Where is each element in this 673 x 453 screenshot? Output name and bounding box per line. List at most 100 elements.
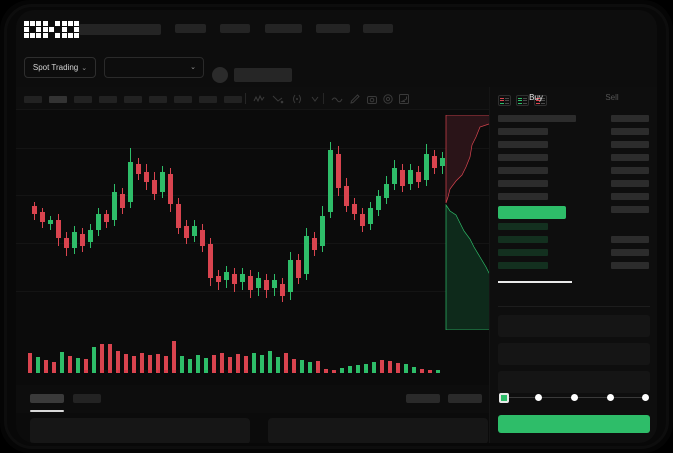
logo-pixel [68, 21, 73, 26]
orderbook-ask-row[interactable] [498, 141, 548, 148]
timeframe-button-0[interactable] [24, 96, 42, 103]
orderbook-ask-row[interactable] [498, 167, 548, 174]
candle-body [120, 194, 125, 208]
okx-logo-icon[interactable] [24, 21, 79, 38]
action-hide-others[interactable] [406, 394, 440, 403]
nav-trade[interactable] [265, 24, 302, 33]
toggle-line [505, 97, 510, 99]
orderbook-view-both[interactable] [498, 95, 511, 106]
volume-bar [116, 351, 120, 373]
pencil-icon[interactable] [349, 93, 361, 105]
timeframe-button-1[interactable] [49, 96, 67, 103]
toggle-line [523, 97, 528, 99]
zigzag-line-icon[interactable] [253, 93, 265, 105]
buy-submit-button[interactable] [498, 415, 650, 433]
candle-body [272, 280, 277, 288]
tab-open-orders[interactable] [30, 394, 64, 403]
wave-icon[interactable] [331, 93, 343, 105]
volume-bar [428, 370, 432, 373]
logo-pixel [24, 27, 29, 32]
slider-handle[interactable] [499, 393, 509, 403]
toggle-col [523, 96, 529, 105]
amount-percent-slider[interactable] [499, 393, 649, 403]
nav-earn[interactable] [316, 24, 350, 33]
volume-bar [316, 361, 320, 373]
candle-body [304, 236, 309, 274]
orderbook-view-asks[interactable] [534, 95, 547, 106]
chevron-down-icon: ⌄ [81, 64, 88, 72]
chevron-down-icon: ⌄ [190, 64, 196, 71]
candlestick-chart[interactable] [16, 110, 492, 330]
timeframe-button-3[interactable] [99, 96, 117, 103]
candle-body [80, 234, 85, 246]
top-header [16, 10, 657, 48]
logo-pixel [30, 21, 35, 26]
logo-pixel [68, 33, 73, 38]
brackets-icon[interactable] [291, 93, 303, 105]
nav-search[interactable] [79, 24, 161, 35]
orderbook-view-bids[interactable] [516, 95, 529, 106]
chevron-down-icon[interactable] [309, 93, 321, 105]
total-input[interactable] [498, 371, 650, 393]
timeframe-button-5[interactable] [149, 96, 167, 103]
market-type-selector[interactable]: Spot Trading ⌄ [24, 57, 96, 78]
nav-more[interactable] [363, 24, 393, 33]
action-cancel-all[interactable] [448, 394, 482, 403]
slider-stop[interactable] [607, 394, 614, 401]
chart-gridline [16, 291, 489, 292]
candle-body [376, 196, 381, 210]
candle-body [352, 204, 357, 214]
orders-tabbar [16, 385, 489, 413]
orderbook-ask-row[interactable] [498, 128, 548, 135]
timeframe-button-4[interactable] [124, 96, 142, 103]
nav-markets[interactable] [220, 24, 250, 33]
toggle-line [517, 100, 522, 101]
logo-pixel [55, 27, 60, 32]
orderbook-bid-row[interactable] [498, 236, 548, 243]
volume-bar [84, 359, 88, 373]
volume-bar [340, 368, 344, 373]
trend-line-icon[interactable] [272, 93, 284, 105]
candle-body [288, 260, 293, 292]
candle-body [48, 220, 53, 224]
orderbook-size-cell [611, 193, 649, 200]
orderbook-ask-row[interactable] [498, 154, 548, 161]
nav-buy-crypto[interactable] [175, 24, 206, 33]
toggle-line [517, 102, 522, 104]
candle-body [392, 168, 397, 184]
slider-stop[interactable] [642, 394, 649, 401]
tab-buy[interactable]: Buy [529, 93, 543, 102]
orderbook-bid-row[interactable] [498, 223, 548, 230]
orderbook-bid-row[interactable] [498, 249, 548, 256]
orderbook-size-cell [611, 180, 649, 187]
candle-body [432, 156, 437, 168]
timeframe-button-2[interactable] [74, 96, 92, 103]
amount-input[interactable] [498, 343, 650, 365]
candle-body [328, 150, 333, 212]
tab-sell[interactable]: Sell [605, 93, 619, 102]
price-input[interactable] [498, 315, 650, 337]
tab-order-history[interactable] [73, 394, 101, 403]
slider-stop[interactable] [571, 394, 578, 401]
logo-pixel [49, 27, 54, 32]
timeframe-button-7[interactable] [199, 96, 217, 103]
settings-gear-icon[interactable] [382, 93, 394, 105]
orderbook-ask-row[interactable] [498, 193, 548, 200]
volume-bar [396, 363, 400, 373]
volume-bar [420, 369, 424, 373]
orderbook-ask-row[interactable] [498, 180, 548, 187]
fullscreen-icon[interactable] [398, 93, 410, 105]
chart-gridline [16, 148, 489, 149]
orderbook-ask-row[interactable] [498, 115, 576, 122]
slider-stop[interactable] [535, 394, 542, 401]
orderbook-bid-row[interactable] [498, 262, 548, 269]
chart-gridline [16, 243, 489, 244]
volume-bar [404, 364, 408, 373]
timeframe-button-6[interactable] [174, 96, 192, 103]
trading-pair-selector[interactable]: ⌄ [104, 57, 204, 78]
orderbook-size-cell [611, 262, 649, 269]
volume-bar [372, 362, 376, 373]
timeframe-button-8[interactable] [224, 96, 242, 103]
camera-icon[interactable] [366, 93, 378, 105]
candle-body [200, 230, 205, 246]
